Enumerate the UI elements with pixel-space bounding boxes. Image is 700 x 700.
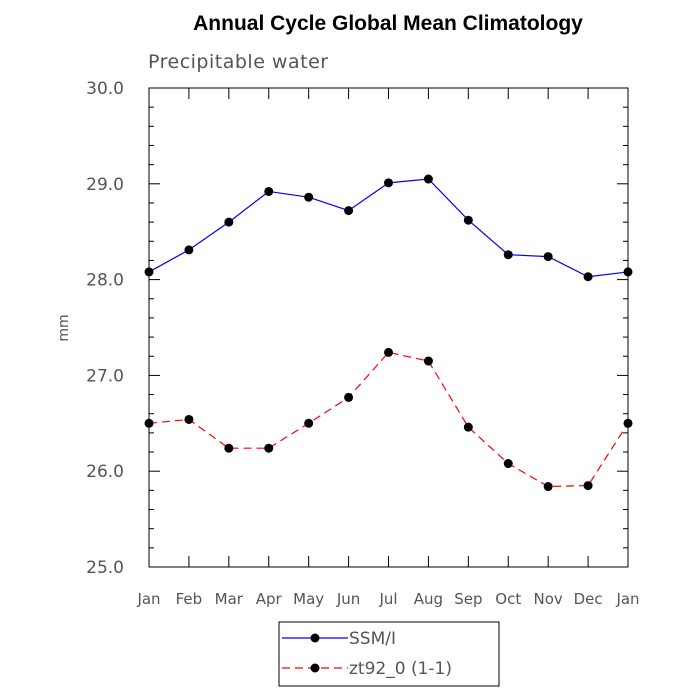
data-point-series-1 xyxy=(463,215,473,225)
data-point-series-1 xyxy=(583,272,593,282)
x-tick-label: Jan xyxy=(136,590,160,608)
x-tick-label: Mar xyxy=(215,590,244,608)
plot-area: 25.0 26.0 27.0 28.0 29.0 30.0 Jan Feb Mar Apr May J… xyxy=(86,79,639,608)
data-point-series-1 xyxy=(503,250,513,260)
data-point-series-1 xyxy=(423,174,433,184)
legend-label-1: SSM/I xyxy=(349,629,396,649)
y-axis-label: mm xyxy=(56,314,72,341)
x-tick-label: Apr xyxy=(256,590,283,608)
data-point-series-1 xyxy=(543,252,553,262)
legend: SSM/I zt92_0 (1-1) xyxy=(278,621,500,687)
data-point-series-1 xyxy=(384,178,393,188)
x-tick-label: May xyxy=(293,590,324,608)
y-tick-label: 28.0 xyxy=(86,271,124,291)
plot-frame xyxy=(148,87,629,568)
data-point-series-1 xyxy=(623,267,633,277)
y-tick-label: 27.0 xyxy=(86,366,124,386)
data-point-series-2 xyxy=(384,347,393,357)
y-tick-label: 25.0 xyxy=(86,558,124,578)
data-point-series-2 xyxy=(224,443,234,453)
data-point-series-2 xyxy=(304,418,314,428)
data-point-series-1 xyxy=(184,245,194,255)
data-point-series-2 xyxy=(264,443,274,453)
data-point-series-1 xyxy=(344,206,354,216)
x-tick-label: Sep xyxy=(454,590,482,608)
series-line-1 xyxy=(148,178,629,278)
data-point-series-1 xyxy=(144,267,154,277)
legend-marker-1 xyxy=(310,633,320,643)
legend-marker-2 xyxy=(310,663,320,673)
data-point-series-2 xyxy=(503,459,513,469)
data-point-series-2 xyxy=(543,482,553,492)
x-tick-label: Jun xyxy=(336,590,360,608)
data-point-series-2 xyxy=(184,414,194,424)
data-point-series-1 xyxy=(304,192,314,202)
data-point-series-2 xyxy=(423,356,433,366)
legend-label-2: zt92_0 (1-1) xyxy=(349,659,452,679)
chart-title: Annual Cycle Global Mean Climatology xyxy=(193,12,583,35)
x-tick-label: Dec xyxy=(574,590,603,608)
legend-box xyxy=(278,621,500,687)
x-tick-label: Jul xyxy=(378,590,397,608)
series-line-2 xyxy=(148,351,629,488)
data-point-series-2 xyxy=(583,481,593,491)
x-tick-label: Nov xyxy=(534,590,563,608)
y-tick-label: 30.0 xyxy=(86,79,124,99)
y-tick-label: 29.0 xyxy=(86,175,124,195)
x-tick-label: Jan xyxy=(615,590,639,608)
data-point-series-2 xyxy=(463,422,473,432)
x-tick-label: Oct xyxy=(495,590,521,608)
data-point-series-2 xyxy=(144,418,154,428)
data-point-series-2 xyxy=(623,418,633,428)
x-tick-label: Aug xyxy=(414,590,443,608)
data-point-series-2 xyxy=(344,392,354,402)
data-point-series-1 xyxy=(264,186,274,196)
chart-subtitle: Precipitable water xyxy=(148,51,329,73)
data-point-series-1 xyxy=(224,217,234,227)
y-tick-label: 26.0 xyxy=(86,462,124,482)
x-tick-label: Feb xyxy=(176,590,203,608)
